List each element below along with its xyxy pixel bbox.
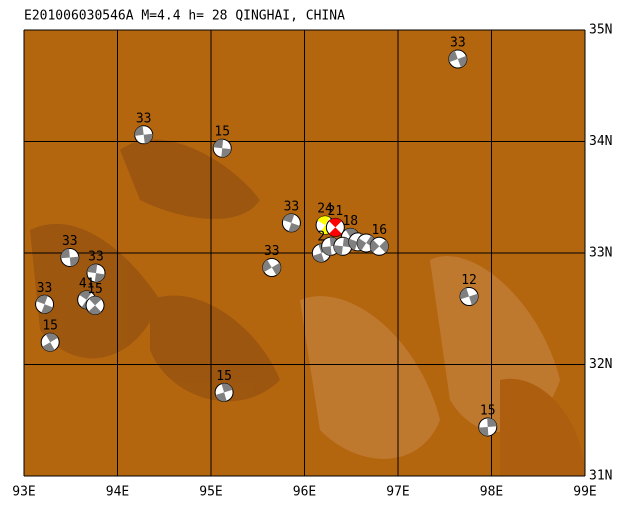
y-tick-label: 31N [589, 469, 612, 484]
depth-label: 33 [88, 250, 104, 265]
focal-mechanism [281, 213, 301, 233]
depth-label: 33 [62, 234, 78, 249]
y-tick-label: 32N [589, 357, 612, 372]
depth-label: 33 [136, 111, 152, 126]
x-tick-label: 95E [199, 485, 222, 500]
x-tick-label: 94E [106, 485, 129, 500]
depth-label: 12 [461, 273, 477, 288]
beachball-quadrant [478, 426, 489, 436]
x-tick-label: 93E [12, 485, 35, 500]
depth-label: 33 [284, 199, 300, 214]
beachball-quadrant [317, 216, 330, 226]
beachball-quadrant [288, 222, 300, 232]
beachball-quadrant [88, 305, 102, 315]
beachball-quadrant [213, 139, 224, 149]
beachball-quadrant [45, 333, 58, 343]
beachball-quadrant [69, 256, 79, 267]
beachball-quadrant [357, 238, 367, 251]
focal-mechanism [86, 263, 106, 283]
beachball-quadrant [487, 417, 497, 427]
depth-label: 15 [480, 403, 496, 418]
focal-mechanism [85, 295, 105, 315]
beachball-quadrant [271, 262, 281, 276]
beachball-quadrant [221, 148, 232, 158]
depth-label: 33 [450, 35, 466, 50]
x-tick-label: 96E [293, 485, 316, 500]
y-tick-label: 34N [589, 134, 612, 149]
focal-mechanism [214, 382, 234, 402]
depth-label: 41 [79, 276, 95, 291]
beachball-quadrant [460, 287, 470, 300]
beachball-quadrant [36, 295, 48, 305]
y-tick-label: 35N [589, 23, 612, 38]
depth-label: 21 [328, 204, 344, 219]
focal-mechanism [325, 217, 345, 237]
beachball-quadrant [448, 50, 458, 63]
depth-label: 16 [371, 223, 387, 238]
focal-mechanism [478, 417, 498, 437]
beachball-quadrant [328, 218, 342, 228]
beachball-quadrant [328, 227, 342, 237]
focal-mechanism [448, 49, 468, 69]
depth-label: 24 [317, 202, 333, 217]
y-tick-label: 33N [589, 246, 612, 261]
focal-mechanism [369, 236, 389, 256]
focal-mechanism [40, 332, 60, 352]
focal-mechanism [60, 247, 80, 267]
beachball-quadrant [379, 240, 389, 253]
depth-label: 15 [42, 319, 58, 334]
beachball-quadrant [321, 246, 332, 256]
beachball-quadrant [282, 213, 295, 223]
depth-label: 2 [317, 230, 325, 245]
beachball-quadrant [87, 264, 98, 274]
focal-mechanism [134, 125, 154, 145]
beachball-quadrant [221, 383, 233, 393]
map-title: E201006030546A M=4.4 h= 28 QINGHAI, CHIN… [24, 9, 345, 24]
x-tick-label: 99E [573, 485, 596, 500]
depth-label: 33 [264, 244, 280, 259]
beachball-quadrant [370, 239, 380, 253]
beachball-quadrant [469, 293, 479, 306]
beachball-quadrant [345, 228, 358, 238]
depth-label: 15 [87, 282, 103, 297]
beachball-quadrant [262, 259, 272, 273]
depth-label: 15 [214, 125, 230, 140]
beachball-quadrant [94, 273, 105, 283]
focal-mechanism [262, 257, 282, 277]
beachball-quadrant [134, 125, 144, 136]
x-tick-label: 97E [386, 485, 409, 500]
beachball-quadrant [42, 342, 55, 352]
beachball-quadrant [143, 133, 153, 144]
focal-mechanism [459, 286, 479, 306]
beachball-quadrant [60, 248, 70, 259]
depth-label: 33 [37, 281, 53, 296]
beachball-quadrant [457, 55, 467, 68]
beachball-quadrant [79, 290, 92, 300]
beachball-quadrant [88, 296, 102, 306]
depth-label: 18 [342, 214, 358, 229]
beachball-quadrant [41, 304, 53, 314]
depth-label: 15 [216, 369, 232, 384]
beachball-quadrant [348, 238, 358, 251]
beachball-quadrant [333, 245, 343, 256]
focal-mechanism [35, 294, 55, 314]
focal-mechanism [333, 236, 353, 256]
beachball-quadrant [312, 253, 325, 262]
focal-mechanism [212, 138, 232, 158]
beachball-quadrant [215, 392, 227, 402]
x-tick-label: 98E [480, 485, 503, 500]
